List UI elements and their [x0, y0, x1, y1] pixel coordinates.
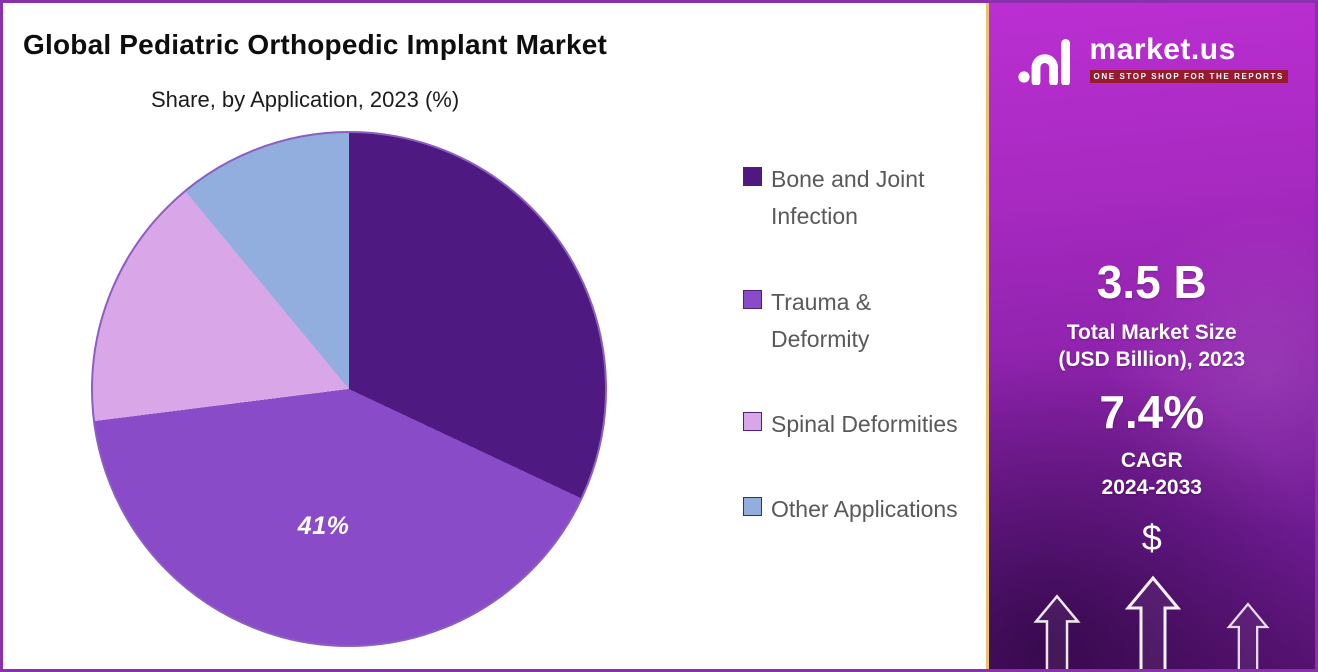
brand-logo: market.us ONE STOP SHOP FOR THE REPORTS — [989, 33, 1316, 90]
legend-label: Trauma & Deformity — [771, 288, 872, 352]
legend-label: Bone and Joint Infection — [771, 166, 925, 230]
brand-tagline: ONE STOP SHOP FOR THE REPORTS — [1089, 70, 1288, 83]
legend-item-3: Other Applications — [743, 491, 961, 528]
up-arrow-icon — [1223, 601, 1273, 669]
legend-swatch — [743, 167, 762, 186]
market-size-value: 3.5 B — [1096, 256, 1207, 308]
brand-name: market.us — [1089, 33, 1236, 66]
cagr-label: CAGR 2024-2033 — [1101, 449, 1202, 500]
brand-sidebar: market.us ONE STOP SHOP FOR THE REPORTS … — [985, 3, 1316, 669]
market-size-label: Total Market Size (USD Billion), 2023 — [1058, 321, 1246, 372]
legend-label: Spinal Deformities — [771, 411, 958, 437]
legend-item-1: Trauma & Deformity — [743, 284, 961, 359]
legend-item-0: Bone and Joint Infection — [743, 161, 961, 236]
legend-label: Other Applications — [771, 496, 958, 523]
up-arrow-icon — [1031, 593, 1083, 669]
growth-arrows — [989, 573, 1316, 669]
chart-area: Global Pediatric Orthopedic Implant Mark… — [3, 3, 986, 669]
legend-item-2: Spinal Deformities — [743, 406, 961, 443]
up-arrow-icon — [1124, 573, 1181, 669]
chart-subtitle: Share, by Application, 2023 (%) — [151, 87, 460, 112]
legend: Bone and Joint Infection Trauma & Deformi… — [743, 161, 961, 529]
cagr-value: 7.4% — [1099, 386, 1205, 438]
dollar-icon: $ — [1141, 517, 1162, 558]
legend-swatch — [743, 497, 762, 517]
legend-swatch — [743, 412, 762, 431]
legend-swatch — [743, 289, 762, 309]
page-title: Global Pediatric Orthopedic Implant Mark… — [23, 29, 608, 60]
marketus-logo-icon — [1016, 37, 1080, 90]
pie-chart: 41% — [91, 131, 607, 647]
pie-slice-data-label: 41% — [297, 511, 350, 540]
